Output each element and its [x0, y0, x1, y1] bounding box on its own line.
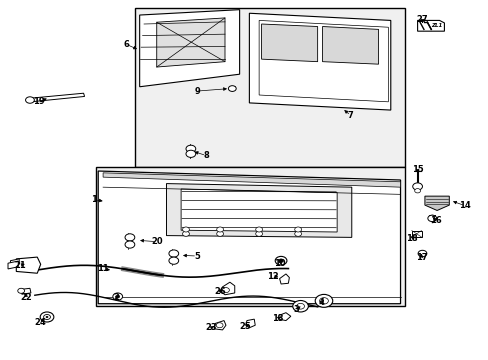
Text: 16: 16: [429, 216, 441, 225]
Circle shape: [412, 183, 422, 190]
Circle shape: [18, 288, 24, 293]
Circle shape: [414, 189, 420, 193]
Circle shape: [228, 86, 236, 91]
Polygon shape: [157, 18, 224, 67]
Circle shape: [255, 227, 262, 232]
Polygon shape: [424, 196, 448, 211]
Text: 25: 25: [239, 322, 251, 331]
Circle shape: [168, 250, 178, 257]
Circle shape: [315, 294, 332, 307]
Polygon shape: [214, 320, 225, 330]
Text: 2: 2: [114, 293, 120, 302]
Text: 21: 21: [14, 261, 26, 270]
Circle shape: [278, 259, 283, 262]
Text: 3: 3: [293, 305, 299, 314]
Text: 12: 12: [266, 271, 278, 280]
Circle shape: [25, 97, 34, 103]
Circle shape: [294, 227, 301, 232]
Circle shape: [116, 295, 120, 298]
Circle shape: [185, 150, 195, 157]
Text: 27: 27: [416, 15, 427, 24]
Circle shape: [216, 227, 223, 232]
Polygon shape: [261, 24, 317, 62]
Circle shape: [427, 215, 436, 222]
Circle shape: [319, 298, 328, 304]
Text: 8: 8: [203, 151, 209, 160]
Text: 20: 20: [151, 237, 162, 246]
Polygon shape: [166, 184, 351, 237]
Polygon shape: [10, 259, 19, 265]
Circle shape: [46, 316, 48, 318]
Text: 14: 14: [459, 201, 470, 210]
Circle shape: [294, 231, 301, 236]
Bar: [411, 230, 421, 237]
Polygon shape: [181, 189, 336, 232]
Polygon shape: [322, 27, 378, 64]
Text: ZL1: ZL1: [430, 23, 441, 28]
Circle shape: [125, 234, 135, 241]
Text: 13: 13: [271, 314, 283, 323]
Polygon shape: [249, 13, 390, 110]
Text: 24: 24: [35, 318, 46, 327]
Text: 23: 23: [205, 323, 217, 332]
Polygon shape: [279, 274, 289, 284]
Circle shape: [125, 241, 135, 248]
Text: 10: 10: [273, 259, 285, 268]
Circle shape: [168, 257, 178, 264]
Circle shape: [417, 250, 426, 257]
Text: 19: 19: [33, 97, 44, 106]
Text: 22: 22: [20, 293, 32, 302]
Text: 9: 9: [194, 86, 200, 95]
Bar: [135, 8, 405, 167]
Circle shape: [216, 323, 223, 328]
Polygon shape: [220, 282, 234, 295]
Polygon shape: [103, 173, 400, 187]
Circle shape: [185, 145, 195, 152]
Text: 18: 18: [405, 234, 417, 243]
Polygon shape: [245, 319, 255, 328]
Circle shape: [43, 315, 50, 319]
Polygon shape: [140, 10, 239, 87]
Polygon shape: [278, 313, 290, 320]
Text: 15: 15: [411, 166, 423, 175]
Text: 26: 26: [214, 287, 225, 296]
Text: 17: 17: [415, 253, 427, 262]
Circle shape: [255, 231, 262, 236]
Polygon shape: [8, 261, 18, 269]
Circle shape: [182, 227, 189, 232]
Polygon shape: [30, 93, 84, 102]
Polygon shape: [16, 257, 41, 273]
Polygon shape: [417, 21, 444, 31]
Circle shape: [292, 301, 308, 312]
Circle shape: [275, 256, 286, 265]
Text: 6: 6: [123, 40, 129, 49]
Bar: [96, 167, 405, 306]
Text: 4: 4: [318, 298, 324, 307]
Circle shape: [113, 293, 122, 300]
Circle shape: [40, 312, 54, 322]
Text: 5: 5: [194, 252, 200, 261]
Polygon shape: [21, 288, 31, 294]
Text: 7: 7: [347, 111, 353, 120]
Circle shape: [296, 303, 304, 309]
Circle shape: [222, 288, 229, 293]
Polygon shape: [98, 171, 400, 304]
Circle shape: [216, 231, 223, 236]
Text: 11: 11: [97, 265, 109, 274]
Circle shape: [182, 231, 189, 236]
Text: 1: 1: [91, 195, 97, 204]
